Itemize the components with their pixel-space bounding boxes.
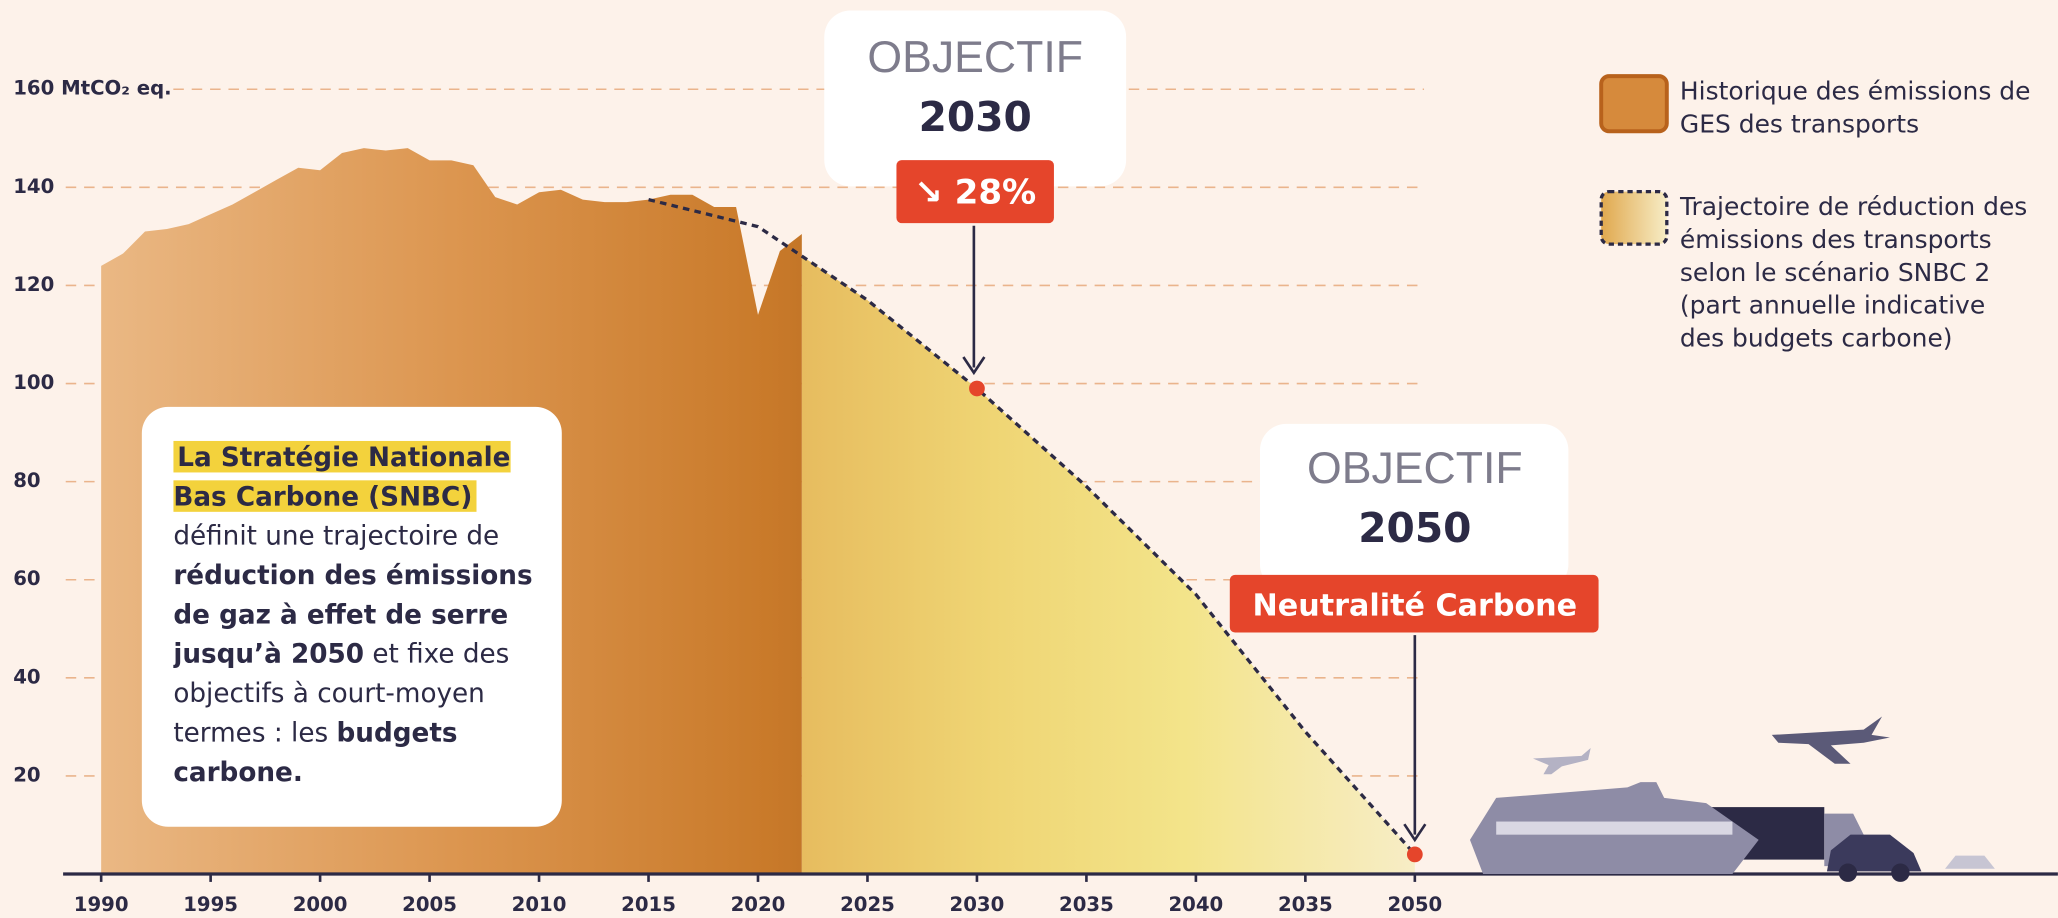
y-tick-label: 40	[13, 665, 40, 688]
note-bold: budgets carbone.	[173, 716, 458, 788]
callout-label-box	[896, 160, 1054, 224]
callout-arrow-head	[1403, 823, 1427, 843]
callout-box	[1259, 423, 1569, 591]
callout-title: OBJECTIF	[1307, 444, 1523, 493]
trajectory-line	[648, 198, 1417, 856]
objective-point	[969, 380, 985, 397]
x-tick-label: 2035	[1059, 893, 1114, 916]
callout-title: OBJECTIF	[867, 33, 1083, 82]
wheel	[1891, 863, 1910, 882]
note-part: définit une trajectoire de	[173, 519, 500, 552]
callout-year: 2030	[919, 93, 1032, 141]
x-tick-label: 2005	[402, 893, 457, 916]
note-text: La Stratégie Nationale Bas Carbone (SNBC…	[173, 437, 554, 791]
y-tick-label: 140	[13, 175, 54, 198]
car-icon	[1945, 855, 1995, 869]
x-tick-label: 2000	[293, 893, 348, 916]
legend-label: Historique des émissions de GES des tran…	[1679, 77, 2031, 140]
note-highlight: La Stratégie Nationale Bas Carbone (SNBC…	[173, 440, 511, 512]
y-tick-label: 120	[13, 273, 54, 296]
x-tick-label: 2025	[840, 893, 895, 916]
ship-stripe	[1496, 821, 1733, 835]
wheel	[1838, 863, 1858, 882]
objective-point	[1406, 846, 1423, 863]
trajectory-area	[801, 256, 1415, 875]
note-part: les	[291, 716, 329, 749]
plane-icon	[1771, 716, 1890, 764]
callout-year: 2050	[1358, 504, 1471, 552]
note-bold: réduction des émissions de gaz à effet d…	[173, 559, 533, 670]
x-tick-label: 2015	[621, 893, 676, 916]
callout-box	[824, 10, 1127, 187]
x-tick-label: 2030	[950, 893, 1005, 916]
legend-entry: Historique des émissions de GES des tran…	[1679, 77, 2031, 140]
note: La Stratégie Nationale Bas Carbone (SNBC…	[173, 437, 554, 791]
callout-arrow-head	[962, 356, 986, 376]
x-tick-label: 1990	[74, 893, 129, 916]
legend-entry: Trajectoire de réduction des émissions d…	[1679, 192, 2028, 354]
plane-icon	[1532, 748, 1591, 775]
callout-label: Neutralité Carbone	[1253, 588, 1578, 623]
callout-label-box	[1229, 574, 1599, 633]
x-tick-label: 2035	[1278, 893, 1333, 916]
y-tick-label: 160 MtCO₂ eq.	[13, 77, 171, 100]
transport-icons	[1469, 716, 1995, 882]
y-tick-label: 20	[13, 763, 40, 786]
legend-swatch	[1599, 74, 1669, 134]
callout-label: ↘ 28%	[914, 172, 1036, 212]
legend-label: Trajectoire de réduction des émissions d…	[1679, 192, 2028, 354]
y-tick-label: 80	[13, 469, 40, 492]
x-tick-label: 1995	[183, 893, 238, 916]
x-tick-label: 2010	[512, 893, 567, 916]
y-tick-label: 60	[13, 567, 40, 590]
y-tick-label: 100	[13, 371, 54, 394]
x-tick-label: 2040	[1169, 893, 1224, 916]
legend-swatch	[1599, 189, 1669, 246]
note-box	[141, 406, 562, 827]
note-part: et fixe des objectifs à court-moyen term…	[173, 637, 510, 749]
x-tick-label: 2020	[731, 893, 786, 916]
car-icon	[1826, 834, 1922, 872]
x-tick-label: 2050	[1387, 893, 1442, 916]
